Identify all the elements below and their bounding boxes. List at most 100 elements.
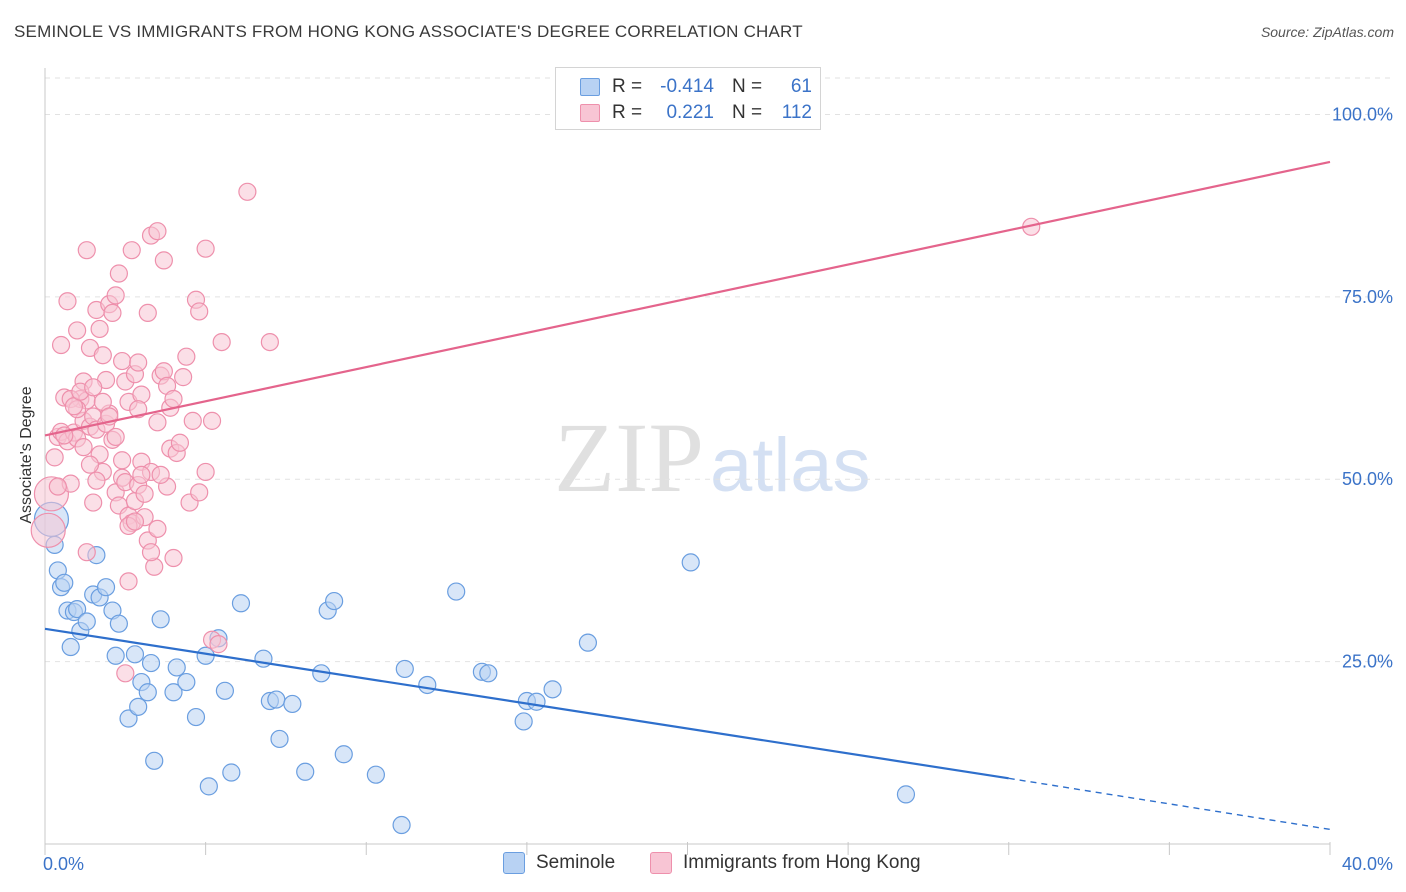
hong-kong-point bbox=[148, 222, 167, 241]
hong-kong-point bbox=[45, 448, 64, 467]
hong-kong-point bbox=[148, 519, 167, 538]
r-label: R = bbox=[612, 76, 643, 97]
hong-kong-point bbox=[116, 664, 135, 683]
hong-kong-point bbox=[84, 493, 103, 512]
hong-kong-point bbox=[80, 455, 100, 474]
watermark-atlas: atlas bbox=[710, 423, 871, 508]
legend-swatch-hong-kong bbox=[650, 852, 672, 874]
seminole-point bbox=[167, 658, 186, 677]
hong-kong-point bbox=[77, 543, 96, 562]
seminole-point bbox=[215, 681, 234, 700]
hong-kong-point bbox=[125, 512, 145, 531]
seminole-point bbox=[109, 614, 128, 633]
hong-kong-point bbox=[170, 433, 190, 452]
legend-label-hong-kong: Immigrants from Hong Kong bbox=[683, 852, 921, 873]
hong-kong-point bbox=[129, 400, 148, 419]
hong-kong-point bbox=[202, 411, 222, 430]
chart-title: SEMINOLE VS IMMIGRANTS FROM HONG KONG AS… bbox=[14, 22, 803, 41]
seminole-point bbox=[199, 777, 218, 796]
hong-kong-point bbox=[177, 347, 196, 366]
hong-kong-point bbox=[119, 572, 138, 591]
hong-kong-point bbox=[58, 292, 77, 311]
seminole-point bbox=[392, 815, 411, 835]
stats-legend: R = -0.414 N = 61 R = 0.221 N = 112 bbox=[555, 67, 821, 130]
hong-kong-point bbox=[51, 335, 71, 355]
hong-kong-point bbox=[90, 319, 109, 339]
hong-kong-point bbox=[112, 351, 132, 371]
x-tick-label: 0.0% bbox=[43, 854, 84, 874]
seminole-point bbox=[138, 683, 157, 702]
hong-kong-point bbox=[106, 286, 125, 305]
n-value: 61 bbox=[790, 76, 812, 97]
hong-kong-point bbox=[77, 241, 96, 260]
seminole-point bbox=[366, 765, 385, 784]
hong-kong-point bbox=[138, 303, 157, 323]
seminole-point bbox=[186, 707, 206, 727]
hong-kong-point bbox=[141, 543, 161, 562]
seminole-point bbox=[55, 573, 74, 592]
seminole-point bbox=[334, 745, 353, 764]
seminole-point bbox=[222, 763, 241, 782]
legend-label-seminole: Seminole bbox=[536, 852, 616, 873]
stats-legend-row-seminole: R = -0.414 N = 61 bbox=[580, 75, 812, 99]
seminole-trend-line bbox=[44, 627, 1009, 780]
hong-kong-point bbox=[84, 378, 103, 397]
seminole-point bbox=[296, 762, 315, 781]
hong-kong-trend-line bbox=[44, 160, 1331, 437]
legend-swatch-seminole bbox=[503, 852, 525, 874]
seminole-point bbox=[447, 582, 466, 601]
n-value: 112 bbox=[781, 102, 812, 123]
hong-kong-point bbox=[196, 462, 215, 482]
hong-kong-point bbox=[68, 321, 87, 340]
y-tick-label: 75.0% bbox=[1342, 287, 1393, 307]
hong-kong-point bbox=[260, 332, 279, 352]
hong-kong-swatch bbox=[580, 104, 600, 122]
r-value: -0.414 bbox=[660, 76, 714, 97]
seminole-swatch bbox=[580, 78, 600, 96]
hong-kong-point bbox=[106, 427, 125, 447]
hong-kong-point bbox=[238, 182, 257, 201]
seminole-point bbox=[270, 729, 289, 749]
seminole-point bbox=[418, 675, 437, 695]
seminole-point bbox=[68, 599, 87, 619]
seminole-point bbox=[267, 690, 286, 709]
hong-kong-point bbox=[109, 264, 128, 283]
seminole-point bbox=[145, 751, 164, 770]
hong-kong-point bbox=[122, 241, 141, 260]
y-tick-label: 25.0% bbox=[1342, 652, 1393, 672]
n-label: N = bbox=[732, 76, 763, 97]
seminole-point bbox=[543, 680, 562, 699]
hong-kong-point bbox=[129, 353, 148, 372]
hong-kong-point bbox=[190, 483, 209, 502]
hong-kong-point bbox=[135, 484, 154, 503]
hong-kong-point bbox=[93, 346, 112, 365]
seminole-point bbox=[896, 785, 916, 804]
x-tick-label: 40.0% bbox=[1342, 854, 1393, 874]
seminole-point bbox=[578, 633, 598, 652]
seminole-point bbox=[177, 672, 196, 692]
hong-kong-point bbox=[164, 389, 183, 409]
seminole-trend-line-extension bbox=[1008, 777, 1331, 831]
r-value: 0.221 bbox=[666, 102, 714, 123]
seminole-point bbox=[141, 653, 161, 673]
hong-kong-point bbox=[103, 303, 122, 323]
seminole-point bbox=[129, 697, 148, 716]
seminole-point bbox=[231, 594, 251, 613]
hong-kong-point bbox=[30, 512, 66, 548]
watermark-zip: ZIP bbox=[554, 402, 704, 513]
stats-legend-row-hong-kong: R = 0.221 N = 112 bbox=[580, 101, 812, 125]
seminole-point bbox=[119, 709, 138, 728]
seminole-point bbox=[527, 692, 546, 711]
y-axis-label: Associate's Degree bbox=[18, 386, 35, 524]
r-label: R = bbox=[612, 102, 643, 123]
seminole-point bbox=[479, 664, 498, 683]
hong-kong-point bbox=[148, 413, 167, 432]
seminole-point bbox=[61, 637, 80, 657]
seminole-point bbox=[514, 712, 533, 731]
series-legend: Seminole Immigrants from Hong Kong bbox=[0, 852, 1406, 878]
y-tick-label: 50.0% bbox=[1342, 469, 1393, 489]
hong-kong-point bbox=[212, 332, 231, 352]
hong-kong-point bbox=[48, 477, 67, 496]
seminole-point bbox=[77, 612, 96, 631]
